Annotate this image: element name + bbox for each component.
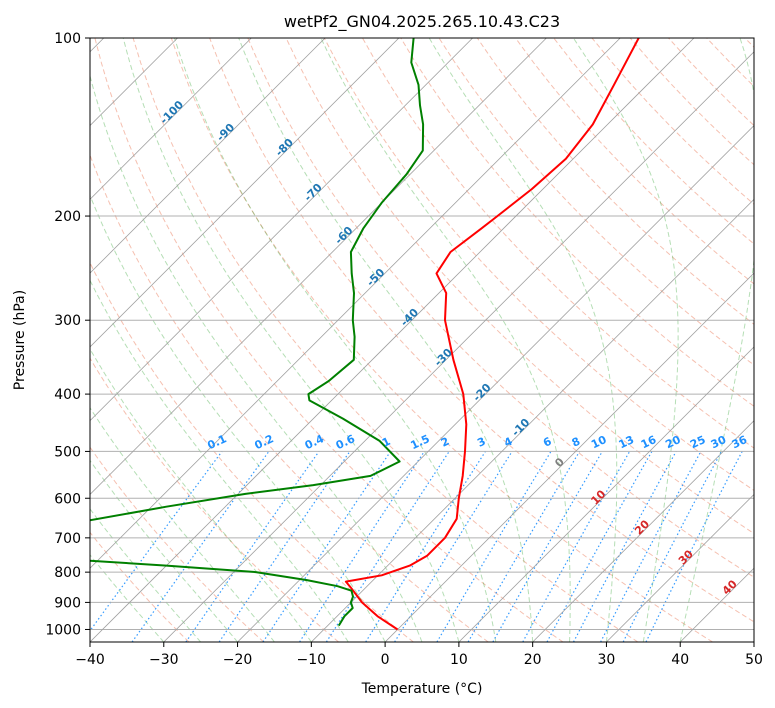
mixing-ratio-line <box>622 451 722 642</box>
moist-adiabat <box>90 459 238 642</box>
y-tick-label: 100 <box>54 31 81 47</box>
y-tick-label: 900 <box>54 595 81 611</box>
mixing-ratio-line <box>546 451 653 642</box>
moist-adiabat <box>320 38 571 642</box>
isotherm-line <box>163 51 754 642</box>
x-tick-label: −10 <box>297 652 327 668</box>
dry-adiabat <box>323 38 754 492</box>
plot-frame <box>89 37 755 643</box>
moist-adiabat <box>679 38 754 642</box>
isotherm-line <box>237 124 754 642</box>
dry-adiabat <box>400 38 754 407</box>
moist-adiabat <box>238 38 534 642</box>
isotherm-line <box>90 38 326 274</box>
mixing-ratio-line <box>218 451 351 642</box>
x-tick-label: −30 <box>149 652 179 668</box>
moist-adiabat <box>122 38 460 642</box>
mixing-ratio-label: 36 <box>730 433 750 451</box>
dewpoint-profile <box>90 38 425 627</box>
mixing-ratio-label: 30 <box>709 433 729 451</box>
dry-adiabat <box>90 531 190 642</box>
dry-adiabat <box>438 38 754 366</box>
dry-adiabat <box>132 38 639 642</box>
isotherm-line <box>90 38 695 642</box>
mixing-ratio-label: 10 <box>589 433 609 451</box>
isotherm-line <box>606 493 754 642</box>
dry-adiabat <box>90 446 265 642</box>
x-tick-label: 30 <box>598 652 616 668</box>
x-tick-label: 50 <box>745 652 763 668</box>
x-tick-label: −40 <box>75 652 105 668</box>
temperature-profile <box>344 38 640 631</box>
isotherm-line <box>532 420 754 642</box>
moist-adiabat <box>90 406 275 642</box>
isotherm-line <box>384 272 754 642</box>
dry-adiabat <box>209 38 754 623</box>
y-tick-label: 500 <box>54 444 81 460</box>
isotherm-grid <box>90 38 754 642</box>
isotherm-line <box>90 38 547 496</box>
y-tick-label: 400 <box>54 387 81 403</box>
isotherm-line <box>90 38 252 200</box>
dry-adiabat <box>90 153 489 642</box>
x-tick-label: −20 <box>223 652 253 668</box>
moist-adiabat <box>428 38 618 642</box>
isotherm-line <box>90 38 621 569</box>
y-tick-label: 1000 <box>45 622 81 638</box>
isotherm-line <box>90 38 473 422</box>
dry-adiabat <box>170 38 713 642</box>
isotherm-line <box>90 38 400 348</box>
mixing-ratio-line <box>262 451 392 642</box>
x-tick-label: 10 <box>450 652 468 668</box>
mixing-ratio-line <box>522 451 631 642</box>
isotherm-line <box>311 198 754 642</box>
dry-adiabat <box>90 261 414 642</box>
mixing-ratio-line <box>572 451 677 642</box>
mixing-ratio-line <box>299 451 425 642</box>
x-tick-label: 0 <box>381 652 390 668</box>
x-tick-label: 40 <box>671 652 689 668</box>
dry-adiabat <box>362 38 754 449</box>
mixing-ratio-line <box>645 451 743 642</box>
mixing-ratio-label: 25 <box>688 433 707 451</box>
y-tick-label: 200 <box>54 209 81 225</box>
mixing-ratio-line <box>394 451 513 642</box>
moist-adiabat <box>572 38 679 642</box>
dry-adiabat <box>90 357 339 642</box>
isobar-grid <box>90 38 754 630</box>
moist-adiabat <box>174 38 497 642</box>
mixing-ratio-line <box>185 451 320 642</box>
y-axis-title: Pressure (hPa) <box>12 290 28 390</box>
mixing-ratio-label: 13 <box>617 433 636 451</box>
isotherm-line <box>458 346 754 642</box>
y-tick-label: 800 <box>54 565 81 581</box>
y-tick-label: 600 <box>54 491 81 507</box>
dry-adiabat <box>247 38 754 578</box>
dry-adiabat <box>515 38 754 285</box>
moist-adiabat <box>90 279 349 642</box>
mixing-ratio-label: 20 <box>663 433 683 451</box>
y-tick-label: 300 <box>54 313 81 329</box>
mixing-ratio-line <box>325 451 450 642</box>
y-tick-label: 700 <box>54 531 81 547</box>
y-axis: 100 200 300 400 500 600 700 800 900 1000 <box>45 31 90 638</box>
x-axis-title: Temperature (°C) <box>361 681 483 697</box>
data-series <box>90 38 640 631</box>
chart-title: wetPf2_GN04.2025.265.10.43.C23 <box>284 12 560 32</box>
mixing-ratio-label: 16 <box>639 433 659 451</box>
x-axis: −40 −30 −20 −10 0 10 20 30 40 50 <box>75 642 763 668</box>
dry-adiabat <box>94 38 564 642</box>
x-tick-label: 20 <box>524 652 542 668</box>
